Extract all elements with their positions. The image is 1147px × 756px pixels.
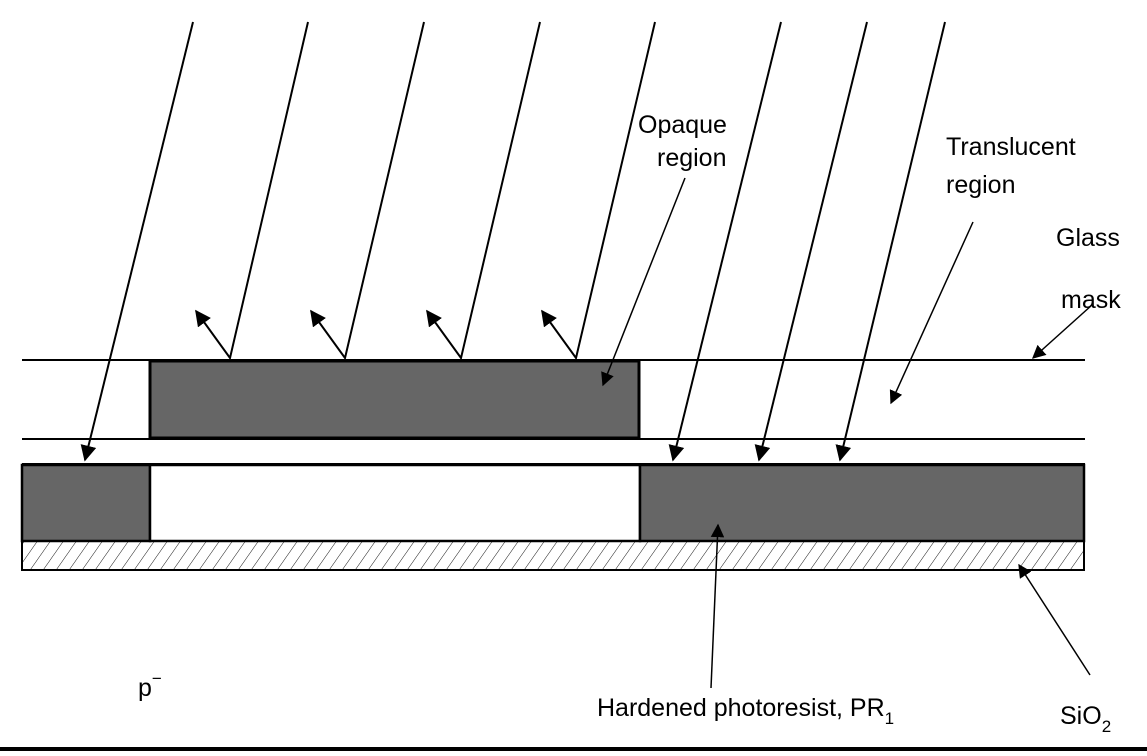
glass-label-line2: mask — [1061, 286, 1121, 314]
opaque-label-line1: Opaque — [638, 111, 727, 139]
glass-mask — [22, 359, 1085, 440]
sio2-label: SiO2 — [1060, 702, 1111, 736]
substrate-text: p — [138, 674, 152, 702]
sio2-layer — [21, 540, 1085, 571]
opaque-region-leader — [601, 177, 686, 387]
opaque-label-line2: region — [657, 144, 727, 172]
photoresist-opening — [148, 463, 642, 543]
sio2-leader — [1018, 563, 1091, 676]
photoresist-leader — [710, 523, 725, 689]
substrate-label: p− — [138, 669, 162, 702]
photoresist-subscript: 1 — [885, 709, 894, 728]
sio2-text: SiO — [1060, 702, 1102, 730]
light-rays — [80, 21, 946, 462]
translucent-region-label: Translucent region — [946, 133, 1083, 199]
glass-mask-leader — [1031, 304, 1093, 359]
light-ray — [668, 21, 782, 462]
hardened-photoresist-left — [20, 463, 152, 543]
reflected-light-ray — [426, 21, 541, 361]
opaque-region — [148, 359, 641, 440]
translucent-label-line1: Translucent — [946, 133, 1076, 161]
substrate-superscript: − — [152, 669, 162, 688]
leader-lines — [601, 177, 1093, 689]
reflected-light-ray — [541, 21, 656, 361]
light-ray — [754, 21, 868, 462]
glass-mask-label: Glass mask — [1056, 224, 1127, 314]
photoresist-label: Hardened photoresist, PR1 — [597, 694, 894, 728]
sio2-subscript: 2 — [1102, 717, 1111, 736]
translucent-region-leader — [889, 221, 974, 405]
reflected-light-ray — [310, 21, 425, 361]
photoresist-text: Hardened photoresist, PR — [597, 694, 885, 722]
glass-label-line1: Glass — [1056, 224, 1120, 252]
hardened-photoresist-right — [638, 463, 1086, 543]
reflected-light-ray — [195, 21, 309, 361]
translucent-label-line2: region — [946, 171, 1016, 199]
opaque-region-label: Opaque region — [638, 111, 734, 172]
light-ray — [80, 21, 194, 462]
photoresist-layer — [20, 463, 1086, 543]
light-ray — [835, 21, 946, 462]
